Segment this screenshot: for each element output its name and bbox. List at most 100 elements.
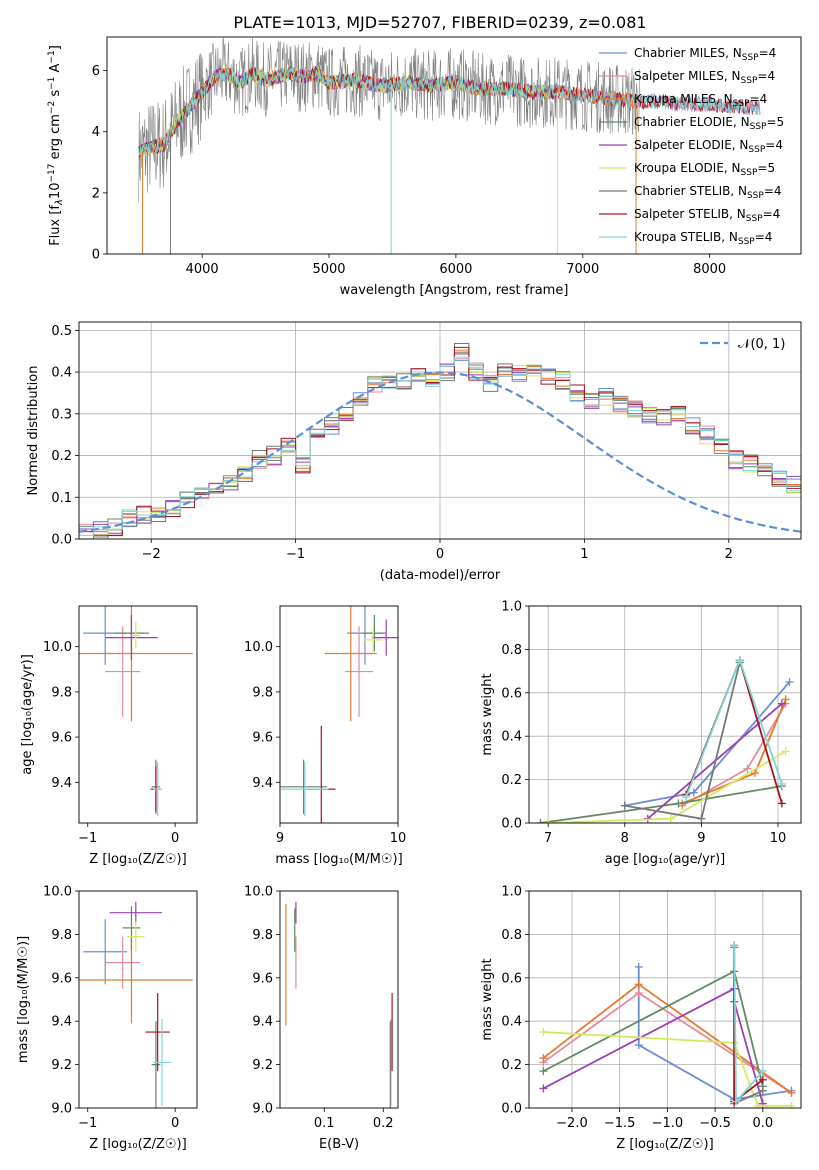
spectrum-axes: 4000 5000 6000 7000 8000 0 2 4 6 wavelength [Angs… — [47, 36, 802, 298]
point-marker — [539, 1084, 548, 1093]
x-tick-label: −1 — [286, 547, 305, 562]
x-tick-label: −1.5 — [604, 1116, 636, 1131]
y-tick-label: 6 — [92, 64, 100, 79]
point-marker — [634, 988, 643, 997]
y-tick-label: 0 — [92, 248, 100, 263]
legend-entry: Kroupa ELODIE, NSSP=5 — [634, 161, 775, 178]
y-tick-label: 0.8 — [501, 643, 522, 658]
y-tick-label: 10.0 — [43, 885, 72, 900]
x-tick-label: −1 — [78, 831, 97, 846]
axes-frame — [78, 321, 802, 540]
y-tick-label: 0.0 — [501, 817, 522, 832]
legend-entry: Chabrier MILES, NSSP=4 — [634, 46, 776, 63]
histogram-salpeter_elodie — [79, 353, 801, 539]
legend-entry: Kroupa STELIB, NSSP=4 — [634, 230, 772, 247]
axes-frame — [279, 605, 399, 824]
point-marker — [735, 656, 744, 665]
mass_vs_ebv-axes: 0.1 0.2 9.0 9.2 9.4 9.6 9.8 10.0 E(B-V) — [244, 885, 399, 1152]
x-tick-label: 0.0 — [752, 1116, 773, 1131]
y-tick-label: 9.4 — [252, 1015, 273, 1030]
y-tick-label: 0.6 — [501, 686, 522, 701]
age_vs_Z-plot-area — [79, 606, 193, 817]
x-axis-label: Z [log₁₀(Z/Z☉)] — [89, 1137, 186, 1152]
spectrum-plot-area — [138, 37, 761, 254]
model-kroupa_stelib — [138, 67, 761, 159]
point-marker — [536, 819, 545, 823]
errorbar-kroupa_stelib — [153, 761, 163, 817]
errorbar-chabrier_stelib — [280, 759, 328, 814]
y-tick-label: 9.0 — [51, 1102, 72, 1117]
histogram-salpeter_miles — [79, 358, 801, 539]
histogram-salpeter_stelib — [79, 346, 801, 539]
legend-entry: Chabrier ELODIE, NSSP=5 — [634, 115, 784, 132]
point-marker — [781, 695, 790, 704]
series-salpeter_elodie — [542, 987, 764, 1104]
point-marker — [758, 1067, 767, 1076]
y-axis-label: Flux [fλ10−17 erg cm−2 s−1 A−1] — [47, 45, 65, 246]
massweight_vs_age-plot-area — [536, 656, 794, 823]
x-axis-label: mass [log₁₀(M/M☉)] — [275, 852, 402, 867]
y-tick-label: 10.0 — [244, 640, 273, 655]
errorbar-kroupa_miles — [324, 606, 377, 722]
age_vs_mass-axes: 9 10 9.4 9.6 9.8 10.0 mass [log₁₀(M/M☉)] — [244, 605, 406, 867]
y-tick-label: 9.6 — [51, 971, 72, 986]
y-tick-label: 0.1 — [51, 491, 72, 506]
x-tick-label: 0 — [171, 1116, 179, 1131]
point-marker — [634, 1041, 643, 1050]
mass_vs_ebv-plot-area — [285, 901, 393, 1108]
x-tick-label: −1 — [78, 1116, 97, 1131]
y-tick-label: 4 — [92, 125, 100, 140]
x-tick-label: −0.5 — [699, 1116, 731, 1131]
x-tick-label: 9 — [276, 831, 284, 846]
point-marker — [539, 1054, 548, 1063]
point-marker — [620, 801, 629, 810]
errorbar-salpeter_elodie — [372, 619, 398, 656]
x-tick-label: 1 — [580, 547, 588, 562]
point-marker — [674, 799, 683, 808]
axes-frame — [78, 605, 198, 824]
point-marker — [777, 779, 786, 788]
x-axis-label: wavelength [Angstrom, rest frame] — [340, 283, 569, 298]
point-marker — [785, 677, 794, 686]
y-tick-label: 0.5 — [51, 324, 72, 339]
errorbar-kroupa_elodie — [363, 626, 383, 654]
axes-frame — [106, 36, 802, 255]
massweight_vs_age-axes: 7 8 9 10 0.0 0.2 0.4 0.6 0.8 1.0 age [log₁₀(age/yr… — [480, 600, 802, 867]
point-marker — [544, 819, 553, 823]
y-tick-label: 0.3 — [51, 407, 72, 422]
series-kroupa_stelib — [733, 945, 764, 1104]
x-axis-label: Z [log₁₀(Z/Z☉)] — [616, 1137, 713, 1152]
massweight_vs_Z-axes: −2.0 −1.5 −1.0 −0.5 0.0 0.0 0.2 0.4 0.6 0.8 1.0 Z [… — [480, 885, 802, 1152]
x-tick-label: −1.0 — [652, 1116, 684, 1131]
y-tick-label: 0.2 — [51, 449, 72, 464]
y-tick-label: 0.0 — [51, 533, 72, 548]
y-tick-label: 9.8 — [51, 928, 72, 943]
age_vs_Z-axes: −1 0 9.4 9.6 9.8 10.0 Z [log₁₀(Z/Z☉)] age [log₁… — [20, 605, 198, 867]
x-tick-label: 0 — [436, 547, 444, 562]
y-tick-label: 0.4 — [51, 366, 72, 381]
y-axis-label: age [log₁₀(age/yr)] — [20, 654, 35, 775]
histogram-chabrier_stelib — [79, 351, 801, 539]
y-tick-label: 1.0 — [501, 885, 522, 900]
point-marker — [666, 814, 675, 823]
histogram-chabrier_miles — [79, 359, 801, 539]
point-marker — [539, 1067, 548, 1076]
errorbar-salpeter_elodie — [105, 615, 158, 661]
x-tick-label: 10 — [770, 831, 787, 846]
gaussian-curve — [79, 371, 801, 533]
mass_vs_Z-axes: −1 0 9.0 9.2 9.4 9.6 9.8 10.0 Z [log₁₀(Z/Z☉)] mas… — [16, 885, 198, 1152]
y-tick-label: 2 — [92, 186, 100, 201]
y-tick-label: 9.8 — [51, 685, 72, 700]
x-tick-label: 7 — [544, 831, 552, 846]
point-marker — [754, 1101, 763, 1108]
histogram-kroupa_stelib — [79, 356, 801, 539]
point-marker — [743, 764, 752, 773]
x-tick-label: −2 — [142, 547, 161, 562]
series-chabrier_elodie — [540, 785, 782, 823]
errorbar-kroupa_elodie — [127, 921, 145, 952]
point-marker — [689, 788, 698, 797]
y-tick-label: 9.2 — [51, 1058, 72, 1073]
x-tick-label: 5000 — [312, 262, 345, 277]
point-marker — [777, 799, 786, 808]
